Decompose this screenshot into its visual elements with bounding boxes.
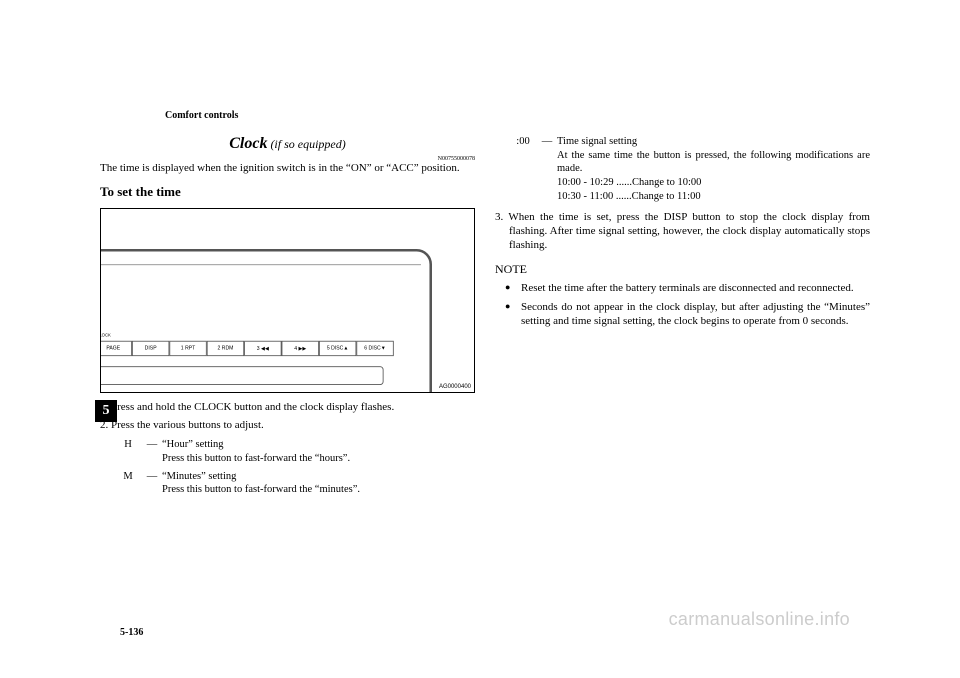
def-line: Press this button to fast-forward the “h…	[162, 453, 350, 464]
def-line: 10:30 - 11:00 ......Change to 11:00	[557, 191, 701, 202]
radio-button: 6 DISC▼	[356, 341, 393, 356]
header-section: Comfort controls	[165, 110, 238, 121]
definitions-right: :00 — Time signal setting At the same ti…	[495, 135, 870, 203]
radio-panel: CLOCK PAGE DISP 1 RPT 2 RDM 3 ◀◀ 4 ▶▶ 5 …	[100, 249, 432, 393]
radio-button: 4 ▶▶	[282, 341, 319, 356]
def-key: M	[114, 470, 142, 497]
radio-button: 3 ◀◀	[244, 341, 281, 356]
def-line: Time signal setting	[557, 136, 637, 147]
load-slot	[100, 366, 384, 385]
page-number: 5-136	[120, 627, 143, 638]
def-line: At the same time the button is pressed, …	[557, 150, 870, 175]
def-line: “Hour” setting	[162, 439, 224, 450]
title-row: Clock (if so equipped)	[100, 135, 475, 153]
radio-button: DISP	[132, 341, 169, 356]
def-line: “Minutes” setting	[162, 471, 236, 482]
note-list: Reset the time after the battery termina…	[495, 281, 870, 328]
step-item: Press and hold the CLOCK button and the …	[114, 401, 475, 415]
radio-button: 5 DISC▲	[319, 341, 356, 356]
clock-label-small: CLOCK	[100, 333, 111, 338]
def-dash: —	[537, 135, 557, 203]
section-title: Clock	[229, 135, 267, 152]
def-line: 10:00 - 10:29 ......Change to 10:00	[557, 177, 701, 188]
radio-button: PAGE	[100, 341, 132, 356]
def-key: H	[114, 438, 142, 465]
step-item: Press the various buttons to adjust.	[114, 419, 475, 433]
def-val: Time signal setting At the same time the…	[557, 135, 870, 203]
manual-page: Comfort controls 5 5-136 carmanualsonlin…	[0, 0, 960, 678]
def-line: Press this button to fast-forward the “m…	[162, 484, 360, 495]
note-item: Reset the time after the battery termina…	[509, 281, 870, 295]
def-dash: —	[142, 470, 162, 497]
radio-button: 1 RPT	[169, 341, 206, 356]
section-title-suffix: (if so equipped)	[267, 137, 345, 151]
note-heading: NOTE	[495, 262, 870, 277]
step-item: When the time is set, press the DISP but…	[509, 211, 870, 252]
left-column: Clock (if so equipped) N00755000078 The …	[100, 135, 475, 501]
def-key: :00	[509, 135, 537, 203]
watermark: carmanualsonline.info	[669, 609, 850, 630]
definitions: H — “Hour” setting Press this button to …	[100, 438, 475, 497]
content-columns: Clock (if so equipped) N00755000078 The …	[100, 135, 870, 501]
def-row: M — “Minutes” setting Press this button …	[114, 470, 475, 497]
chapter-tab: 5	[95, 400, 117, 422]
def-val: “Minutes” setting Press this button to f…	[162, 470, 475, 497]
figure: CLOCK DISP H M :00 CLOCK PAGE DISP 1	[100, 208, 475, 393]
note-item: Seconds do not appear in the clock displ…	[509, 300, 870, 329]
steps-list-cont: When the time is set, press the DISP but…	[495, 211, 870, 252]
figure-code: AG0000400	[439, 384, 471, 390]
intro-text: The time is displayed when the ignition …	[100, 162, 475, 176]
def-dash: —	[142, 438, 162, 465]
def-row: H — “Hour” setting Press this button to …	[114, 438, 475, 465]
steps-list: Press and hold the CLOCK button and the …	[100, 401, 475, 433]
radio-button: 2 RDM	[207, 341, 244, 356]
button-row: PAGE DISP 1 RPT 2 RDM 3 ◀◀ 4 ▶▶ 5 DISC▲ …	[100, 341, 394, 356]
subheading: To set the time	[100, 184, 475, 200]
def-val: “Hour” setting Press this button to fast…	[162, 438, 475, 465]
def-row: :00 — Time signal setting At the same ti…	[509, 135, 870, 203]
radio-display	[100, 264, 421, 324]
right-column: :00 — Time signal setting At the same ti…	[495, 135, 870, 501]
